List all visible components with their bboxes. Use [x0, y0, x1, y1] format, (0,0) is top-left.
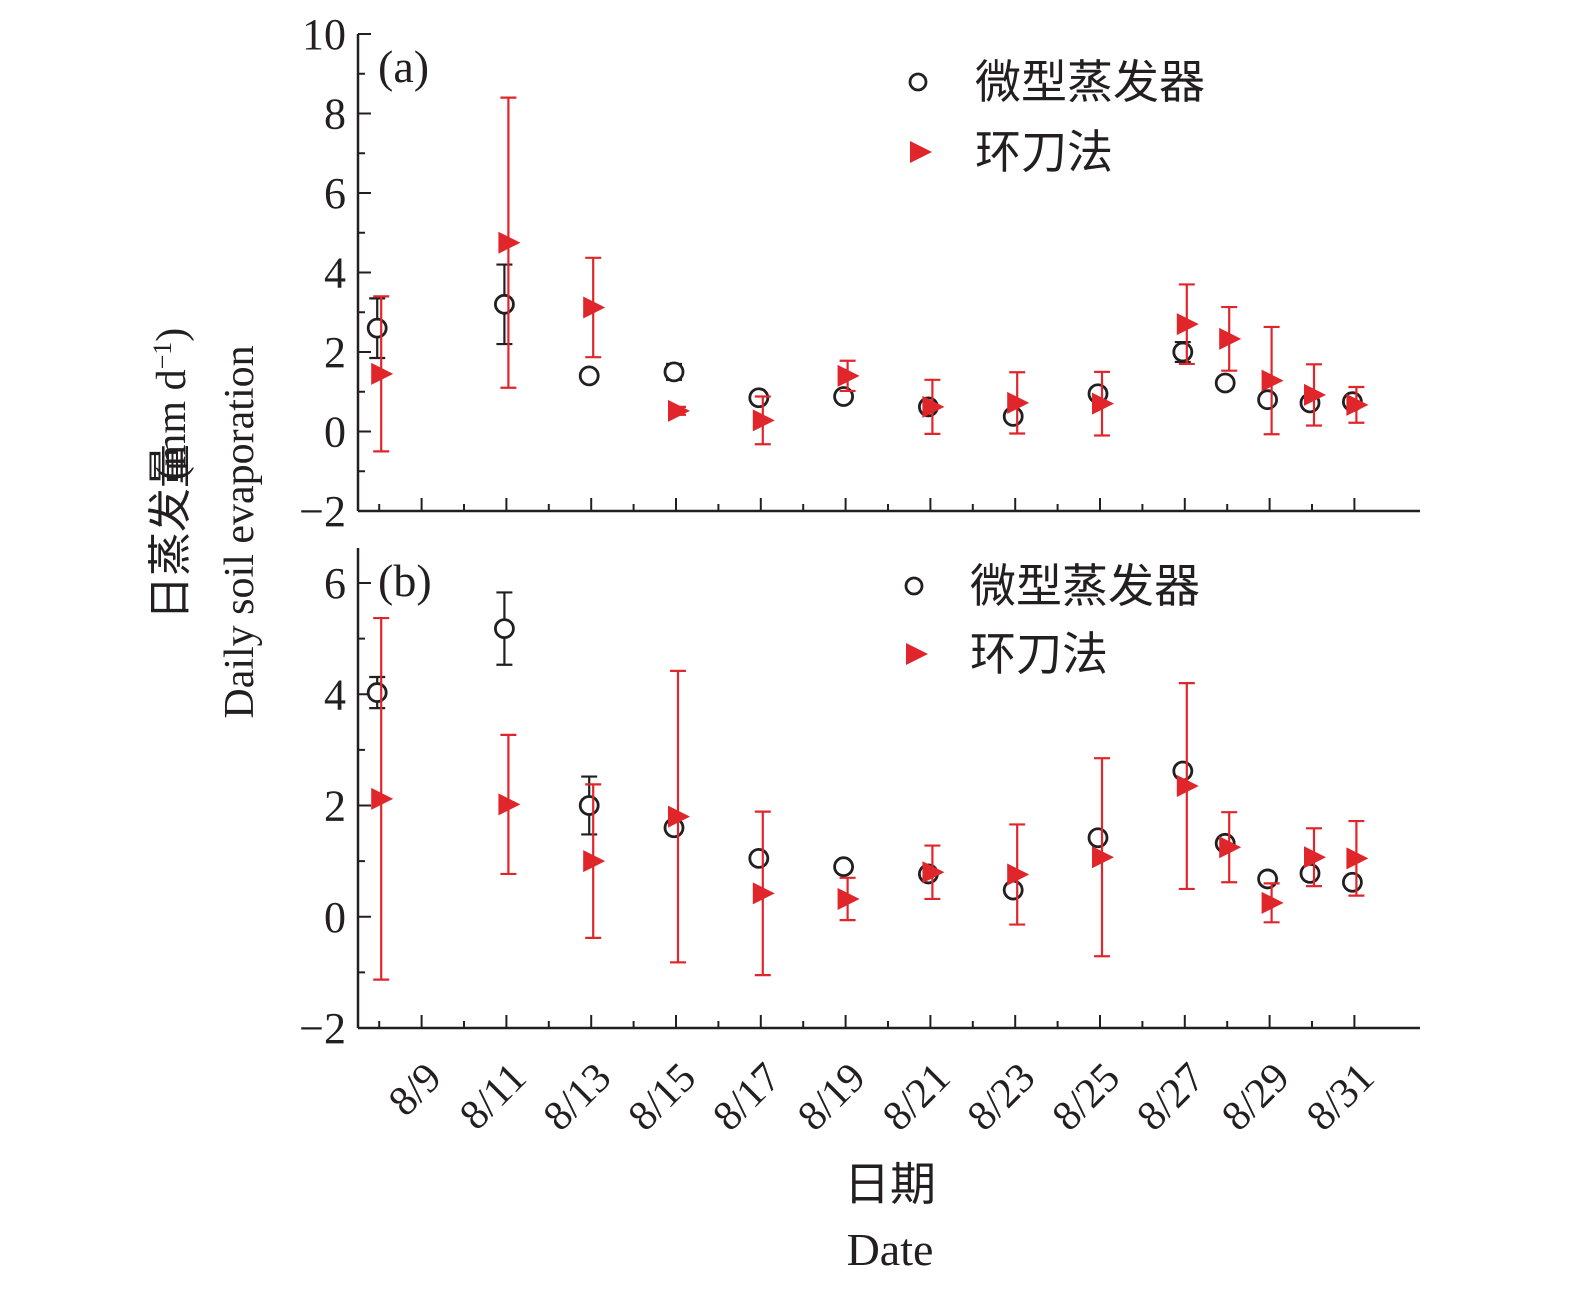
ring-point [1261, 891, 1284, 914]
legend-ring-label: 环刀法 [975, 127, 1113, 178]
micro-point [1172, 760, 1194, 782]
ring-point [498, 793, 521, 816]
micro-point [1257, 389, 1278, 411]
ring-point [1092, 846, 1114, 869]
micro-point [748, 847, 770, 869]
y-tick-label: 6 [324, 559, 346, 608]
micro-point [1087, 827, 1109, 849]
ring-point [1092, 392, 1114, 415]
ring-point [1304, 846, 1326, 869]
ring-point [1219, 327, 1242, 350]
legend-micro-label: 微型蒸发器 [970, 561, 1200, 612]
ring-point [668, 805, 690, 828]
y-tick-label: 6 [324, 169, 346, 218]
ring-point [583, 850, 606, 873]
legend-ring-marker [906, 643, 928, 665]
micro-point [1299, 862, 1321, 884]
y-tick-label: 2 [324, 328, 346, 377]
micro-point [366, 682, 388, 703]
micro-point [1002, 879, 1024, 901]
x-tick-label: 8/25 [1044, 1055, 1129, 1140]
y-tick-label: 0 [324, 893, 346, 942]
y-tick-label: 4 [324, 670, 346, 719]
legend-micro-marker [904, 576, 924, 596]
x-tick-label: 8/9 [380, 1055, 450, 1125]
x-tick-label: 8/19 [789, 1055, 874, 1140]
x-tick-label: 8/27 [1129, 1055, 1214, 1140]
ring-point [668, 399, 690, 422]
ring-point [922, 861, 945, 884]
legend-ring-marker [910, 141, 932, 163]
y-axis-label-en: Daily soil evaporation [217, 345, 263, 718]
ring-point [371, 787, 394, 810]
micro-point [1257, 868, 1278, 890]
legend-micro-marker [908, 72, 928, 92]
x-tick-label: 8/13 [535, 1055, 620, 1140]
ring-point [752, 409, 775, 432]
ring-point [1219, 836, 1242, 859]
micro-point [366, 317, 388, 339]
ring-point [752, 882, 775, 905]
y-axis-label-cn: 日蒸发量 [146, 444, 195, 620]
x-tick-label: 8/21 [874, 1055, 959, 1140]
micro-point [1342, 871, 1363, 893]
y-tick-label: 10 [302, 10, 346, 59]
micro-point [1214, 372, 1236, 394]
x-axis-label-cn: 日期 [844, 1159, 936, 1210]
y-axis-label-unit-sup: −1 [148, 342, 177, 370]
x-axis-label-en: Date [847, 1224, 934, 1275]
legend-ring-label: 环刀法 [970, 629, 1108, 680]
ring-point [1007, 391, 1030, 414]
ring-point [922, 395, 945, 418]
x-tick-label: 8/23 [959, 1055, 1044, 1140]
ring-point [1176, 313, 1199, 336]
micro-point [493, 293, 515, 315]
ring-point [837, 887, 860, 910]
x-tick-label: 8/31 [1298, 1055, 1383, 1140]
panel-label: (a) [378, 41, 429, 92]
ring-point [1261, 369, 1284, 392]
panel-label: (b) [378, 555, 432, 606]
ring-point [1304, 383, 1326, 406]
ring-point [583, 296, 606, 319]
legend-micro-label: 微型蒸发器 [975, 57, 1205, 108]
ring-point [1007, 863, 1030, 886]
micro-point [578, 365, 600, 387]
y-tick-label: −2 [299, 487, 346, 536]
micro-point [493, 618, 515, 640]
ring-point [1346, 847, 1369, 870]
y-axis-label-en-text: Daily soil evaporation [217, 345, 263, 718]
ring-point [1346, 393, 1369, 416]
y-tick-label: 4 [324, 249, 346, 298]
y-tick-label: 2 [324, 782, 346, 831]
y-tick-label: −2 [299, 1004, 346, 1053]
micro-point [578, 795, 600, 816]
y-tick-label: 8 [324, 90, 346, 139]
ring-point [371, 362, 394, 385]
ring-point [837, 364, 860, 387]
micro-point [663, 361, 685, 383]
x-tick-label: 8/11 [451, 1055, 535, 1139]
ring-point [1176, 775, 1199, 798]
ring-point [498, 231, 521, 254]
micro-point [1172, 341, 1194, 363]
y-axis-label-unit: (mm d−1) [148, 328, 195, 481]
micro-point [748, 387, 770, 409]
y-axis-label-unit-close: ) [149, 328, 195, 342]
x-tick-label: 8/17 [705, 1055, 790, 1140]
y-tick-label: 0 [324, 408, 346, 457]
x-tick-label: 8/29 [1213, 1055, 1298, 1140]
micro-point [833, 856, 854, 878]
y-axis-label-unit-text: (mm d [149, 369, 195, 480]
x-tick-label: 8/15 [620, 1055, 705, 1140]
